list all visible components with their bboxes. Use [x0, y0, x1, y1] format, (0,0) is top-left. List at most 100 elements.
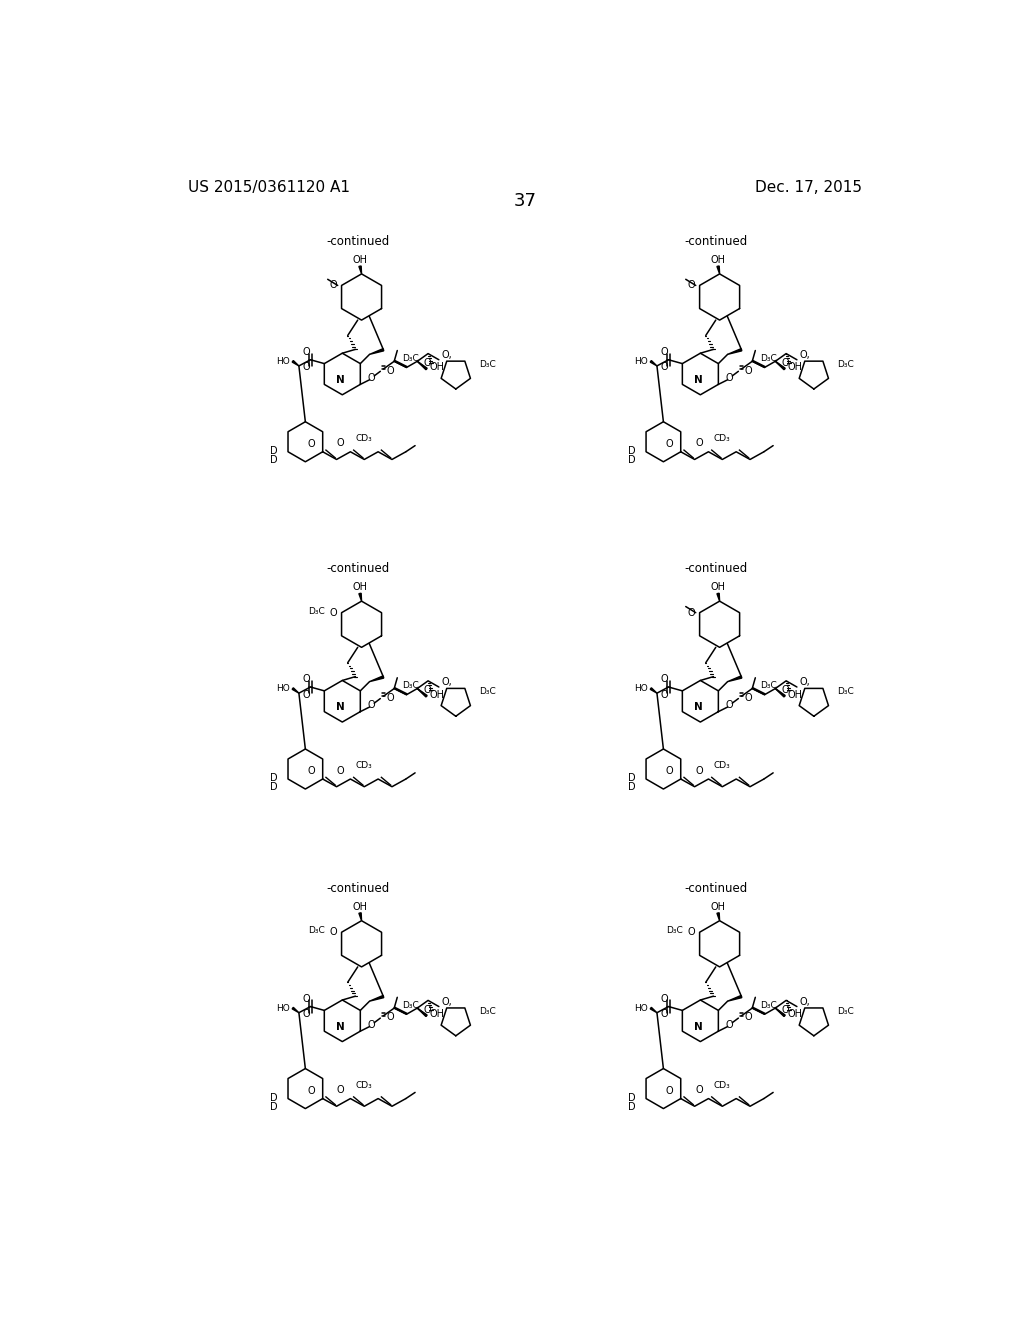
Text: O: O — [687, 280, 695, 290]
Text: D: D — [270, 1093, 278, 1102]
Text: D₃C: D₃C — [760, 1001, 777, 1010]
Text: Dec. 17, 2015: Dec. 17, 2015 — [755, 180, 862, 195]
Text: O: O — [781, 1005, 790, 1015]
Text: O,: O, — [442, 997, 453, 1007]
Text: D₃C: D₃C — [479, 688, 496, 696]
Text: D: D — [628, 446, 636, 455]
Text: OH: OH — [430, 690, 444, 700]
Text: O: O — [303, 690, 310, 700]
Text: O: O — [695, 766, 702, 776]
Text: D₃C: D₃C — [760, 354, 777, 363]
Text: D: D — [628, 774, 636, 783]
Text: D₃C: D₃C — [837, 688, 854, 696]
Text: HO: HO — [275, 684, 290, 693]
Polygon shape — [358, 912, 361, 921]
Text: O: O — [660, 363, 669, 372]
Text: O,: O, — [442, 677, 453, 688]
Text: O: O — [307, 767, 315, 776]
Text: CD₃: CD₃ — [714, 1081, 730, 1090]
Text: OH: OH — [352, 902, 368, 912]
Text: O: O — [725, 1020, 733, 1030]
Text: O: O — [337, 1085, 345, 1096]
Text: HO: HO — [634, 356, 648, 366]
Text: O: O — [781, 358, 790, 368]
Polygon shape — [370, 995, 384, 1001]
Text: -continued: -continued — [684, 562, 748, 576]
Polygon shape — [370, 676, 384, 681]
Text: -continued: -continued — [326, 882, 389, 895]
Text: CD₃: CD₃ — [714, 762, 730, 771]
Text: D: D — [628, 1093, 636, 1102]
Text: O: O — [424, 1005, 431, 1015]
Text: D: D — [628, 783, 636, 792]
Polygon shape — [650, 688, 657, 693]
Text: -continued: -continued — [684, 882, 748, 895]
Text: D₃C: D₃C — [308, 607, 325, 615]
Text: O: O — [386, 366, 394, 375]
Text: -continued: -continued — [684, 235, 748, 248]
Text: O: O — [725, 374, 733, 383]
Text: N: N — [337, 702, 345, 713]
Text: D₃C: D₃C — [837, 360, 854, 368]
Text: O,: O, — [800, 997, 811, 1007]
Text: N: N — [694, 375, 703, 385]
Polygon shape — [650, 1007, 657, 1012]
Text: CD₃: CD₃ — [355, 434, 372, 444]
Text: O: O — [424, 358, 431, 368]
Polygon shape — [292, 688, 299, 693]
Text: HO: HO — [634, 1003, 648, 1012]
Polygon shape — [418, 1008, 427, 1016]
Polygon shape — [292, 1007, 299, 1012]
Text: OH: OH — [787, 363, 803, 372]
Text: D₃C: D₃C — [402, 681, 419, 690]
Text: D: D — [270, 783, 278, 792]
Text: CD₃: CD₃ — [355, 1081, 372, 1090]
Text: OH: OH — [787, 690, 803, 700]
Text: O: O — [695, 438, 702, 449]
Text: D₃C: D₃C — [402, 1001, 419, 1010]
Text: D₃C: D₃C — [479, 1007, 496, 1015]
Text: -continued: -continued — [326, 562, 389, 576]
Text: O: O — [660, 347, 669, 356]
Text: O: O — [660, 994, 669, 1003]
Text: D: D — [270, 455, 278, 465]
Text: O: O — [687, 927, 695, 937]
Text: O: O — [337, 766, 345, 776]
Text: O: O — [303, 347, 310, 356]
Text: D₃C: D₃C — [479, 360, 496, 368]
Text: N: N — [694, 1022, 703, 1032]
Text: O: O — [695, 1085, 702, 1096]
Text: D: D — [270, 774, 278, 783]
Text: OH: OH — [352, 255, 368, 265]
Text: O: O — [781, 685, 790, 696]
Polygon shape — [370, 348, 384, 354]
Text: O: O — [337, 438, 345, 449]
Text: O: O — [660, 675, 669, 684]
Text: OH: OH — [430, 1010, 444, 1019]
Text: D: D — [270, 1102, 278, 1111]
Polygon shape — [717, 265, 720, 275]
Text: O: O — [303, 1010, 310, 1019]
Text: O,: O, — [442, 350, 453, 360]
Text: O: O — [660, 690, 669, 700]
Text: O: O — [330, 927, 337, 937]
Polygon shape — [292, 360, 299, 366]
Text: O: O — [666, 440, 674, 449]
Text: O: O — [303, 675, 310, 684]
Text: O: O — [307, 440, 315, 449]
Text: OH: OH — [711, 255, 726, 265]
Polygon shape — [775, 362, 785, 370]
Polygon shape — [728, 348, 741, 354]
Text: D₃C: D₃C — [666, 927, 683, 935]
Text: OH: OH — [711, 582, 726, 593]
Text: O: O — [368, 1020, 375, 1030]
Polygon shape — [650, 360, 657, 366]
Text: O: O — [424, 685, 431, 696]
Text: O: O — [330, 280, 337, 290]
Polygon shape — [717, 912, 720, 921]
Polygon shape — [728, 995, 741, 1001]
Polygon shape — [418, 362, 427, 370]
Text: O,: O, — [800, 677, 811, 688]
Text: O: O — [744, 1012, 753, 1022]
Text: D: D — [628, 455, 636, 465]
